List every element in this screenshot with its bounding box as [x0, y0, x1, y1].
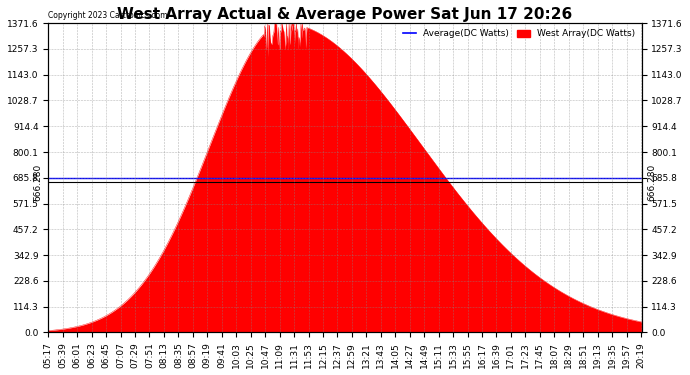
Legend: Average(DC Watts), West Array(DC Watts): Average(DC Watts), West Array(DC Watts)	[401, 28, 637, 40]
Text: 666.280: 666.280	[648, 164, 657, 201]
Title: West Array Actual & Average Power Sat Jun 17 20:26: West Array Actual & Average Power Sat Ju…	[117, 7, 573, 22]
Text: 666.280: 666.280	[33, 164, 42, 201]
Text: Copyright 2023 Cartronics.com: Copyright 2023 Cartronics.com	[48, 11, 168, 20]
